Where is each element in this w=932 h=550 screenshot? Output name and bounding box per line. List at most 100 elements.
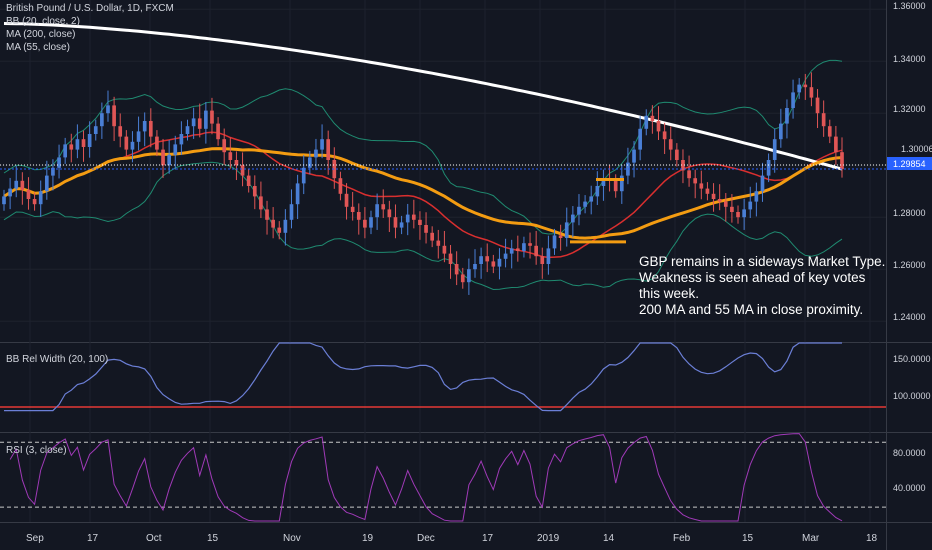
x-tick: 17 xyxy=(87,533,99,544)
candle-body xyxy=(571,214,575,223)
candle-body xyxy=(69,144,74,150)
candle-body xyxy=(522,243,526,251)
candle-body xyxy=(785,108,789,124)
x-tick: 2019 xyxy=(537,533,560,544)
candle-body xyxy=(821,113,826,127)
indicator-bb-label[interactable]: BB (20, close, 2) xyxy=(6,16,80,27)
symbol-title[interactable]: British Pound / U.S. Dollar, 1D, FXCM xyxy=(6,3,174,14)
candle-body xyxy=(515,248,520,251)
candle-body xyxy=(754,191,759,202)
candle-body xyxy=(8,188,12,197)
candle-body xyxy=(38,191,43,205)
candle-body xyxy=(167,154,171,166)
candle-body xyxy=(668,139,673,150)
candle-body xyxy=(326,139,331,160)
bbw-line xyxy=(4,342,842,412)
bb-rel-width-pane xyxy=(0,342,886,412)
candle-body xyxy=(289,204,294,220)
candle-body xyxy=(14,180,19,189)
x-tick: 19 xyxy=(362,533,374,544)
candle-body xyxy=(613,180,618,192)
candle-body xyxy=(106,105,110,114)
candle-body xyxy=(564,222,569,238)
candle-body xyxy=(528,243,532,246)
candle-body xyxy=(93,126,98,134)
candle-body xyxy=(393,217,398,228)
candle-body xyxy=(75,139,80,150)
candle-body xyxy=(791,92,795,108)
price-tick: 1.36000 xyxy=(893,1,926,11)
x-tick: 17 xyxy=(482,533,494,544)
candle-body xyxy=(546,248,551,264)
x-tick: 14 xyxy=(603,533,615,544)
x-tick: Dec xyxy=(417,533,435,544)
hline-price-badge xyxy=(887,143,932,155)
ma55-line xyxy=(3,147,843,240)
candle-body xyxy=(723,201,728,207)
candle-body xyxy=(252,186,257,197)
candle-body xyxy=(179,134,184,145)
candle-body xyxy=(222,139,227,153)
candle-body xyxy=(26,189,31,199)
candle-body xyxy=(711,193,716,199)
candle-body xyxy=(100,113,104,127)
candle-body xyxy=(601,178,606,186)
rsi-legend[interactable]: RSI (3, close) xyxy=(6,445,67,456)
candle-body xyxy=(485,256,490,262)
candle-body xyxy=(644,115,649,129)
candle-body xyxy=(228,152,233,160)
candle-body xyxy=(834,136,838,153)
candle-body xyxy=(259,196,263,210)
candle-body xyxy=(656,121,661,132)
axes: 1.36000 1.34000 1.32000 1.28000 1.26000 … xyxy=(26,1,932,544)
x-tick: Sep xyxy=(26,533,44,544)
ma55-path xyxy=(3,147,843,240)
candle-body xyxy=(558,235,563,238)
candle-body xyxy=(142,121,147,132)
indicator-ma200-label[interactable]: MA (200, close) xyxy=(6,29,76,40)
bbw-tick: 150.0000 xyxy=(893,354,931,364)
bbw-legend[interactable]: BB Rel Width (20, 100) xyxy=(6,354,109,365)
candle-body xyxy=(356,212,361,220)
ma200-path xyxy=(3,22,843,171)
candle-body xyxy=(662,131,667,140)
candle-body xyxy=(216,123,220,140)
candle-body xyxy=(240,165,245,176)
candle-body xyxy=(246,175,251,186)
grid-lines xyxy=(0,0,886,522)
candle-body xyxy=(693,178,698,184)
candle-body xyxy=(442,245,447,254)
candle-body xyxy=(136,131,141,142)
indicator-ma55-label[interactable]: MA (55, close) xyxy=(6,42,70,53)
candle-body xyxy=(552,235,557,249)
candle-body xyxy=(185,126,190,134)
candle-body xyxy=(827,126,832,137)
candle-body xyxy=(772,139,777,160)
candle-body xyxy=(81,139,86,147)
candle-body xyxy=(699,183,704,189)
candle-body xyxy=(467,269,471,283)
rsi-line xyxy=(9,433,843,522)
candle-body xyxy=(51,167,55,176)
candle-body xyxy=(491,261,496,267)
candle-body xyxy=(583,201,587,207)
analysis-annotation: GBP remains in a sideways Market Type. W… xyxy=(639,254,886,317)
candle-body xyxy=(650,115,655,121)
x-tick: Nov xyxy=(283,533,301,544)
ma200-line xyxy=(3,22,843,171)
level-markers xyxy=(0,164,886,244)
candle-body xyxy=(32,199,37,205)
x-tick: Oct xyxy=(146,533,162,544)
candle-body xyxy=(626,162,630,176)
price-tick: 1.28000 xyxy=(893,208,926,218)
candle-body xyxy=(161,149,165,166)
candle-body xyxy=(112,105,116,127)
x-tick: 18 xyxy=(866,533,878,544)
bbw-tick: 100.0000 xyxy=(893,391,931,401)
candlestick-series xyxy=(2,72,844,295)
candle-body xyxy=(234,160,239,166)
candle-body xyxy=(705,188,710,194)
rsi-pane xyxy=(0,433,886,522)
